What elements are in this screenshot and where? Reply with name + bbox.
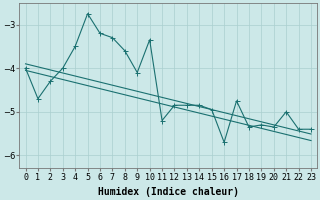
X-axis label: Humidex (Indice chaleur): Humidex (Indice chaleur) [98, 187, 239, 197]
